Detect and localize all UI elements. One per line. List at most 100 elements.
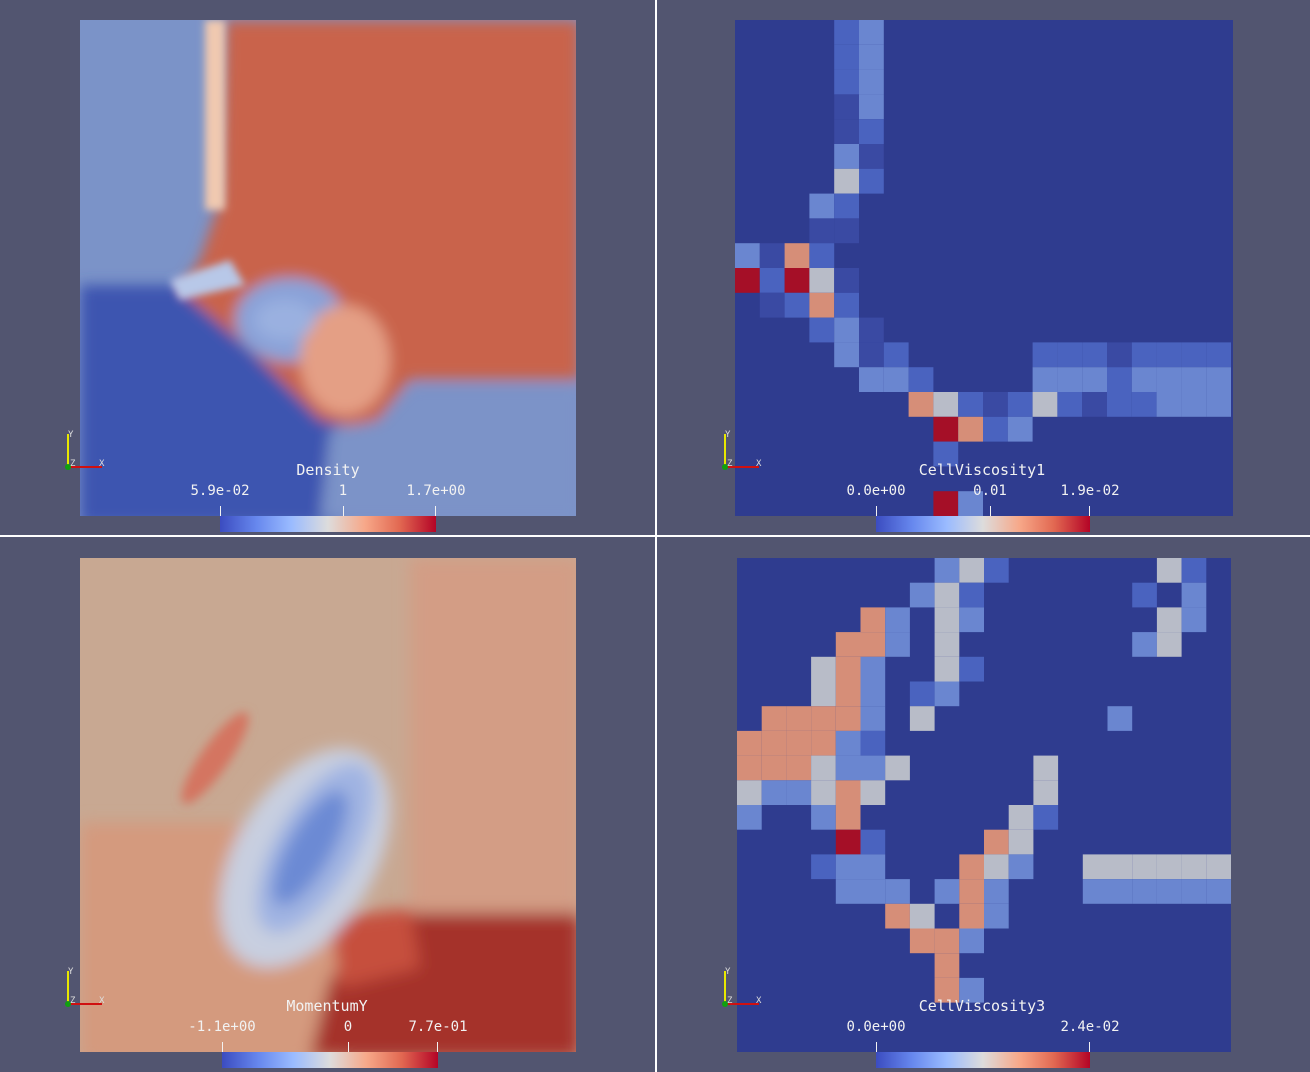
colorbar-title: CellViscosity3 — [918, 997, 1046, 1015]
field-cell — [1008, 829, 1034, 855]
field-cell — [860, 755, 886, 781]
colorbar-tickmark — [876, 1042, 877, 1052]
field-cell — [1082, 879, 1108, 904]
field-cell — [1181, 342, 1207, 368]
field-cell — [1107, 879, 1133, 904]
field-cell — [1082, 367, 1107, 392]
axes-orientation-triad: Y Z X — [719, 430, 769, 472]
field-cell — [834, 69, 859, 95]
field-cell — [761, 755, 787, 781]
field-cell — [834, 317, 859, 343]
field-cell — [835, 829, 861, 855]
field-cell — [885, 632, 910, 657]
axes-orientation-triad: Y Z X — [719, 967, 769, 1009]
field-cell — [1206, 392, 1231, 417]
field-cell — [834, 119, 859, 144]
field-cell — [885, 607, 910, 633]
field-cell — [834, 144, 859, 169]
view-cellviscosity1[interactable]: Y Z X CellViscosity1 0.0e+00 0.01 1.9e-0… — [657, 0, 1310, 535]
field-cell — [959, 558, 984, 583]
view-density[interactable]: Y Z X Density 5.9e-02 1 1.7e+00 — [0, 0, 655, 535]
field-cell — [984, 558, 1009, 583]
field-cell — [761, 730, 787, 756]
field-cell — [959, 854, 984, 880]
field-cell — [737, 780, 762, 805]
field-cell — [811, 755, 836, 781]
field-cell — [1156, 342, 1182, 368]
view-divider-horizontal[interactable] — [0, 535, 1310, 537]
field-cell — [1107, 706, 1133, 731]
field-cell — [860, 632, 886, 657]
field-cell — [1132, 879, 1157, 904]
field-cell — [859, 144, 884, 169]
field-cell — [835, 632, 861, 657]
field-cell — [1007, 392, 1033, 417]
colorbar-tick-max: 7.7e-01 — [408, 1019, 468, 1035]
field-cell — [811, 681, 836, 707]
field-cell — [1206, 879, 1231, 904]
field-cell — [1131, 342, 1157, 368]
field-cell — [786, 730, 812, 756]
field-cell — [809, 292, 835, 318]
colorbar — [876, 1052, 1090, 1068]
field-cell — [983, 416, 1008, 442]
colorbar-tickmark — [1089, 506, 1090, 516]
field-cell — [761, 706, 787, 731]
field-cell — [835, 681, 861, 707]
field-cell — [1033, 755, 1059, 781]
colorbar-tickmark — [437, 1042, 438, 1052]
field-cell — [860, 681, 886, 707]
field-cell — [983, 392, 1008, 417]
field-cell — [859, 44, 884, 70]
colorbar-title: CellViscosity1 — [918, 461, 1046, 479]
field-cell — [1107, 342, 1132, 368]
field-cell — [883, 342, 909, 368]
field-cell — [834, 20, 859, 45]
view-momentumy[interactable]: Y Z X MomentumY -1.1e+00 0 7.7e-01 — [0, 537, 655, 1072]
field-cell — [1156, 879, 1182, 904]
field-cell — [786, 706, 812, 731]
field-cell — [885, 755, 910, 781]
axis-z-label: Z — [70, 996, 76, 1006]
field-cell — [984, 903, 1009, 929]
colorbar-tickmark — [1089, 1042, 1090, 1052]
field-cell — [909, 681, 935, 707]
field-cell — [834, 268, 859, 293]
field-cell — [934, 632, 960, 657]
field-cell — [1107, 367, 1132, 392]
field-cell — [883, 367, 909, 392]
field-cell — [860, 854, 886, 880]
colorbar-tickmark — [222, 1042, 223, 1052]
field-cell — [933, 491, 959, 516]
field-cell — [811, 730, 836, 756]
colorbar-tick-max: 2.4e-02 — [1060, 1019, 1120, 1035]
field-cell — [1008, 854, 1034, 880]
field-cell — [859, 69, 884, 95]
field-cell — [1033, 805, 1059, 830]
field-cell — [1131, 367, 1157, 392]
field-cell — [860, 829, 886, 855]
field-cell — [859, 317, 884, 343]
field-cell — [761, 780, 787, 805]
field-cell — [834, 94, 859, 120]
field-cell — [1131, 392, 1157, 417]
field-cell — [933, 441, 959, 467]
field-cell — [934, 928, 960, 954]
colorbar-tick-min: 5.9e-02 — [190, 483, 250, 499]
field-cell — [860, 706, 886, 731]
field-cell — [1057, 392, 1083, 417]
density-field — [80, 20, 576, 516]
field-cell — [908, 367, 934, 392]
field-cell — [958, 392, 983, 417]
field-cell — [984, 879, 1009, 904]
field-cell — [1181, 854, 1207, 880]
field-cell — [1082, 854, 1108, 880]
field-cell — [834, 44, 859, 70]
axes-orientation-triad: Y Z X — [62, 430, 112, 472]
colorbar-tick-min: 0.0e+00 — [846, 1019, 906, 1035]
field-cell — [811, 805, 836, 830]
view-cellviscosity3[interactable]: Y Z X CellViscosity3 0.0e+00 2.4e-02 — [657, 537, 1310, 1072]
field-cell — [859, 119, 884, 144]
field-cell — [934, 558, 960, 583]
colorbar-title: Density — [296, 461, 360, 479]
